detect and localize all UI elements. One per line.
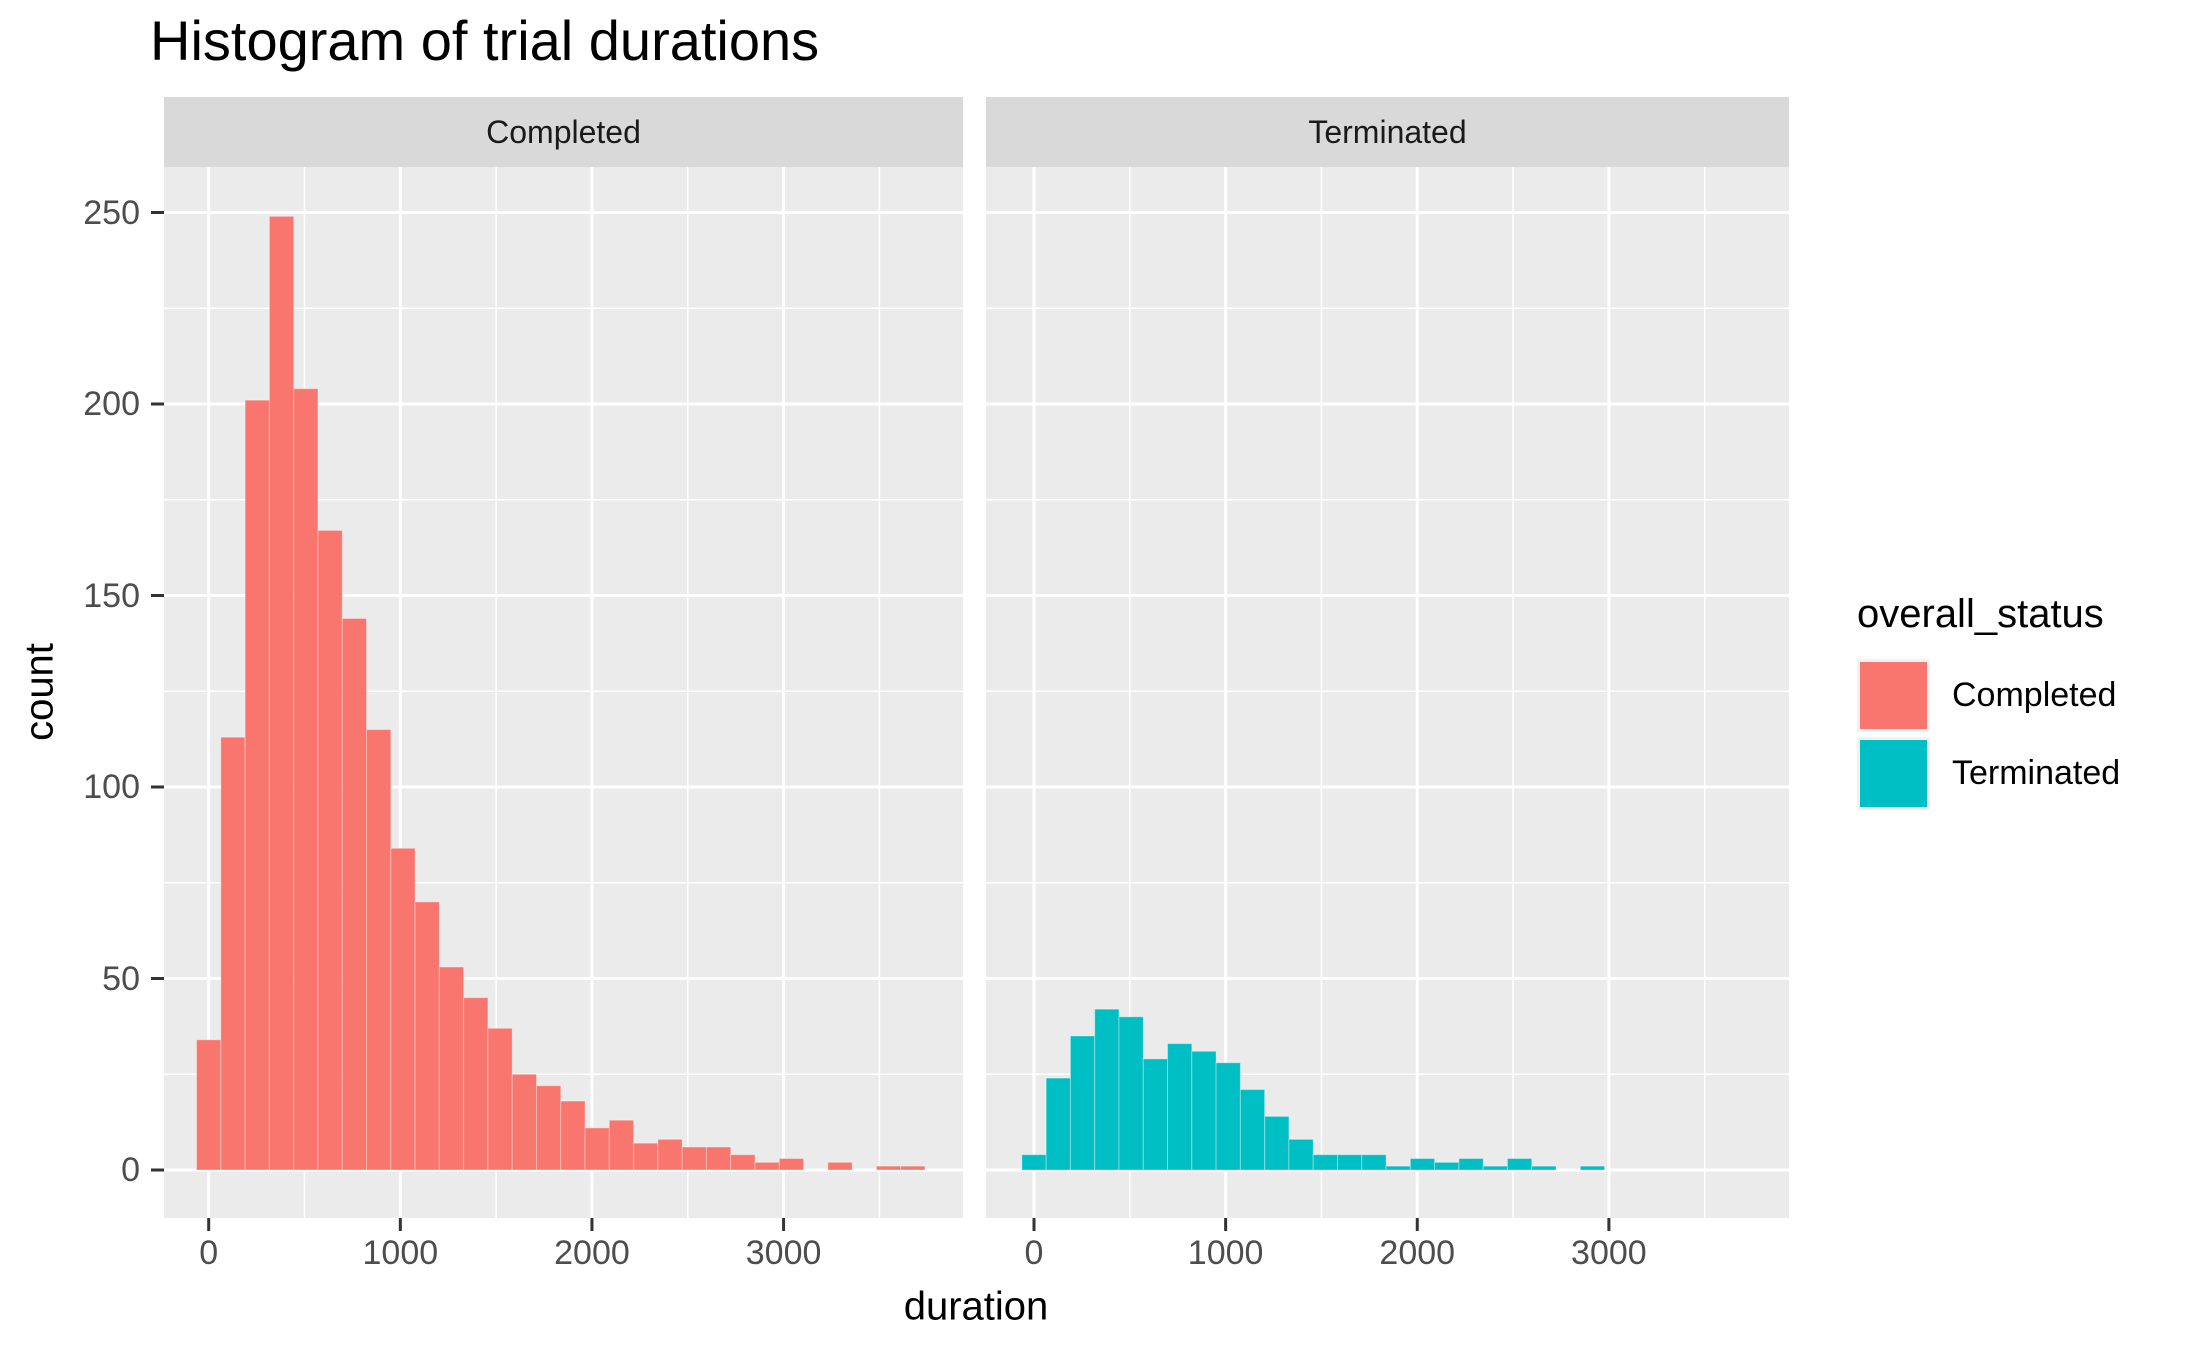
legend-key xyxy=(1857,659,1930,732)
histogram-bar-completed xyxy=(778,1158,805,1171)
histogram-bar-completed xyxy=(730,1154,756,1171)
x-tick-label: 0 xyxy=(1024,1234,1044,1272)
x-tick-label: 0 xyxy=(199,1234,219,1272)
histogram-bar-completed xyxy=(341,617,368,1171)
histogram-bar-terminated xyxy=(1045,1077,1071,1171)
legend-swatch-completed xyxy=(1860,662,1927,729)
histogram-bar-terminated xyxy=(1385,1165,1411,1171)
histogram-bar-terminated xyxy=(1361,1154,1387,1171)
histogram-bar-terminated xyxy=(1167,1043,1193,1171)
histogram-bar-completed xyxy=(196,1039,222,1171)
histogram-bar-terminated xyxy=(1215,1062,1241,1171)
legend-key xyxy=(1857,737,1930,810)
histogram-bar-terminated xyxy=(1021,1154,1047,1171)
y-axis-title: count xyxy=(17,643,62,741)
histogram-bar-completed xyxy=(390,847,416,1171)
y-tick-label: 250 xyxy=(83,193,140,232)
x-tick-label: 2000 xyxy=(554,1234,630,1272)
x-tick-label: 1000 xyxy=(1187,1234,1264,1272)
histogram-bar-completed xyxy=(535,1085,562,1171)
legend-label: Terminated xyxy=(1952,754,2121,792)
histogram-bar-terminated xyxy=(1458,1158,1484,1171)
histogram-bar-completed xyxy=(827,1161,853,1171)
histogram-bar-completed xyxy=(560,1100,586,1171)
histogram-bar-terminated xyxy=(1312,1154,1338,1171)
histogram-bar-completed xyxy=(633,1142,659,1171)
legend-swatch-terminated xyxy=(1860,740,1927,807)
histogram-bar-terminated xyxy=(1142,1058,1169,1171)
histogram-bar-completed xyxy=(438,966,465,1171)
legend-entry-completed: Completed xyxy=(1857,659,2120,732)
y-tick-label: 200 xyxy=(83,385,140,423)
x-tick-label: 1000 xyxy=(362,1234,439,1272)
histogram-bar-completed xyxy=(511,1073,537,1171)
histogram-bar-completed xyxy=(317,529,343,1171)
histogram-bar-completed xyxy=(608,1119,635,1171)
histogram-bar-terminated xyxy=(1531,1165,1557,1171)
histogram-bar-terminated xyxy=(1264,1115,1290,1171)
histogram-bar-completed xyxy=(487,1027,513,1171)
plot-title: Histogram of trial durations xyxy=(150,9,820,72)
histogram-bar-terminated xyxy=(1118,1016,1144,1171)
histogram-bar-completed xyxy=(293,388,319,1171)
histogram-bar-completed xyxy=(584,1127,610,1171)
histogram-bar-terminated xyxy=(1288,1138,1314,1171)
x-tick-label: 2000 xyxy=(1379,1234,1456,1272)
histogram-bar-completed xyxy=(244,399,270,1171)
histogram-bar-terminated xyxy=(1191,1050,1217,1171)
y-tick-label: 0 xyxy=(121,1151,140,1189)
histogram-bar-completed xyxy=(900,1165,926,1171)
histogram-bar-terminated xyxy=(1239,1089,1266,1171)
histogram-bar-terminated xyxy=(1094,1008,1120,1171)
histogram-bar-terminated xyxy=(1506,1158,1533,1171)
x-tick-label: 3000 xyxy=(745,1234,822,1272)
facet-strip-terminated: Terminated xyxy=(986,97,1789,167)
legend-title: overall_status xyxy=(1857,592,2104,636)
histogram-bar-terminated xyxy=(1482,1165,1508,1171)
histogram-bar-completed xyxy=(268,215,295,1171)
histogram-bar-completed xyxy=(705,1146,732,1171)
histogram-bar-terminated xyxy=(1579,1165,1606,1171)
facet-strip-label: Completed xyxy=(486,113,641,150)
histogram-bar-completed xyxy=(875,1165,902,1171)
facet-strip-label: Terminated xyxy=(1308,113,1467,150)
histogram-bar-completed xyxy=(681,1146,707,1171)
facet-strip-completed: Completed xyxy=(164,97,963,167)
legend-label: Completed xyxy=(1952,676,2117,714)
legend-entry-terminated: Terminated xyxy=(1857,737,2120,810)
y-tick-label: 50 xyxy=(102,959,140,998)
histogram-bar-completed xyxy=(463,997,489,1171)
histogram-bar-completed xyxy=(366,729,392,1171)
histogram-bar-terminated xyxy=(1069,1035,1096,1171)
histogram-bar-completed xyxy=(414,901,440,1171)
x-tick-label: 3000 xyxy=(1571,1234,1647,1272)
histogram-bar-terminated xyxy=(1434,1161,1460,1171)
x-axis-title: duration xyxy=(903,1284,1049,1329)
y-tick-label: 150 xyxy=(83,576,140,615)
histogram-bar-completed xyxy=(657,1138,683,1171)
y-tick-label: 100 xyxy=(83,768,140,806)
legend: overall_status Completed Terminated xyxy=(1857,592,2120,815)
histogram-bar-completed xyxy=(220,736,246,1171)
histogram-bar-terminated xyxy=(1409,1158,1436,1171)
histogram-bar-completed xyxy=(754,1161,780,1171)
histogram-bar-terminated xyxy=(1336,1154,1363,1171)
